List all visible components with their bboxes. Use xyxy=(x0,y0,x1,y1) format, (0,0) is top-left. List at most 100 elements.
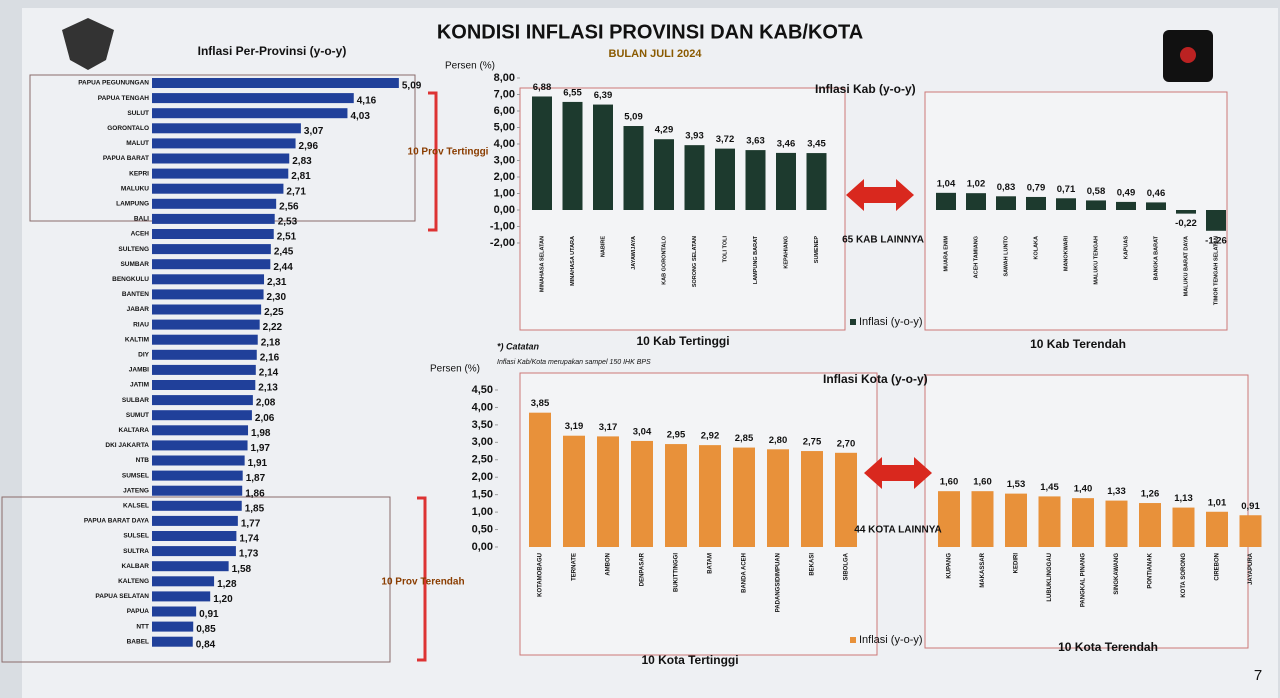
bar xyxy=(623,126,644,210)
bar xyxy=(152,636,193,647)
category-label: SULUT xyxy=(127,110,149,117)
bar xyxy=(1116,201,1136,210)
bar xyxy=(971,491,994,547)
bar xyxy=(532,96,552,210)
value-label: 1,20 xyxy=(213,594,233,605)
value-label: 1,86 xyxy=(245,488,265,499)
category-label: SUMUT xyxy=(126,412,149,419)
bar xyxy=(152,561,229,572)
category-label: KEDIRI xyxy=(1014,553,1020,574)
chart-title: Inflasi Kab (y-o-y) xyxy=(815,82,916,96)
bar xyxy=(699,445,721,547)
category-label: MUARA ENIM xyxy=(943,236,949,272)
value-label: 1,28 xyxy=(217,579,237,590)
value-label: 1,60 xyxy=(940,477,959,488)
bar xyxy=(152,410,252,421)
group-box xyxy=(1,496,391,663)
category-label: KOTA SORONG xyxy=(1181,553,1187,598)
category-label: LAMPUNG BARAT xyxy=(753,235,759,284)
y-tick-label: 3,50 xyxy=(472,419,493,431)
category-label: ACEH TAMIANG xyxy=(973,236,979,278)
bar xyxy=(152,153,290,164)
category-label: SULTENG xyxy=(118,246,149,253)
category-label: PAPUA BARAT xyxy=(103,155,149,162)
category-label: LAMPUNG xyxy=(116,201,149,208)
y-tick-label: 2,00 xyxy=(472,471,493,483)
category-label: PAPUA SELATAN xyxy=(95,593,149,600)
bar xyxy=(152,546,236,557)
category-label: BATAM xyxy=(708,553,714,574)
category-label: KOTAMOBAGU xyxy=(538,553,544,597)
bar xyxy=(152,485,243,496)
bar xyxy=(152,455,245,466)
category-label: JATENG xyxy=(123,487,149,494)
bar xyxy=(938,491,960,547)
category-label: PAPUA xyxy=(127,608,150,615)
value-label: 3,45 xyxy=(807,139,826,150)
value-label: 4,03 xyxy=(350,111,370,122)
category-label: DENPASAR xyxy=(640,552,646,586)
legend-swatch xyxy=(850,319,856,325)
value-label: 2,96 xyxy=(299,141,319,152)
bar xyxy=(152,198,277,209)
value-label: 2,13 xyxy=(258,383,278,394)
bar xyxy=(152,244,271,255)
page-number: 7 xyxy=(1254,667,1262,684)
category-label: MALUKU TENGAH xyxy=(1093,236,1099,285)
bar xyxy=(1005,493,1027,547)
bar xyxy=(152,470,243,481)
y-tick-label: 1,00 xyxy=(494,187,515,199)
category-label: ACEH xyxy=(131,231,150,238)
category-label: LUBUKLINGGAU xyxy=(1047,553,1053,602)
value-label: 2,85 xyxy=(735,433,754,444)
bar xyxy=(1072,498,1094,547)
value-label: 2,80 xyxy=(769,435,788,446)
bar xyxy=(1176,210,1196,214)
value-label: 3,19 xyxy=(565,421,584,432)
category-label: BANTEN xyxy=(122,291,149,298)
logo-mark xyxy=(1180,47,1196,63)
y-tick-label: 0,00 xyxy=(472,541,493,553)
bar xyxy=(152,500,242,511)
category-label: NTT xyxy=(136,623,149,630)
y-tick-label: 4,00 xyxy=(472,401,493,413)
y-tick-label: 3,00 xyxy=(472,436,493,448)
value-label: 2,53 xyxy=(278,217,298,228)
value-label: 2,45 xyxy=(274,247,294,258)
bar xyxy=(1172,507,1195,547)
bar xyxy=(152,576,215,587)
value-label: 1,74 xyxy=(239,534,259,545)
value-label: 2,70 xyxy=(837,438,856,449)
value-label: 3,63 xyxy=(746,136,765,147)
group-label: 10 Kota Tertinggi xyxy=(641,653,738,667)
category-label: CIREBON xyxy=(1215,553,1221,581)
category-label: MANOKWARI xyxy=(1063,236,1069,272)
value-label: -1,26 xyxy=(1205,235,1227,246)
value-label: 1,13 xyxy=(1174,493,1193,504)
bar xyxy=(529,412,551,547)
bar xyxy=(152,395,253,406)
category-label: PANGKAL PINANG xyxy=(1081,553,1087,607)
value-label: 0,49 xyxy=(1117,187,1136,198)
bar xyxy=(152,334,258,345)
bar xyxy=(1086,200,1106,210)
bar xyxy=(835,452,857,547)
bar xyxy=(152,138,296,149)
category-label: SUMBAR xyxy=(120,261,149,268)
group-label: 10 Kota Terendah xyxy=(1058,640,1158,654)
bar xyxy=(776,152,796,210)
y-tick-label: 4,50 xyxy=(472,384,493,396)
double-arrow xyxy=(846,179,914,211)
value-label: 1,98 xyxy=(251,428,271,439)
value-label: 2,92 xyxy=(701,431,720,442)
bar xyxy=(152,229,274,239)
category-label: JABAR xyxy=(127,306,150,313)
category-label: SIBOLGA xyxy=(844,552,850,580)
value-label: 5,09 xyxy=(624,112,643,123)
value-label: 2,18 xyxy=(261,337,281,348)
bar xyxy=(152,380,256,390)
bar xyxy=(152,591,211,602)
category-label: KEPRI xyxy=(129,170,149,177)
value-label: 1,77 xyxy=(241,519,261,530)
y-tick-label: -2,00 xyxy=(490,237,515,249)
